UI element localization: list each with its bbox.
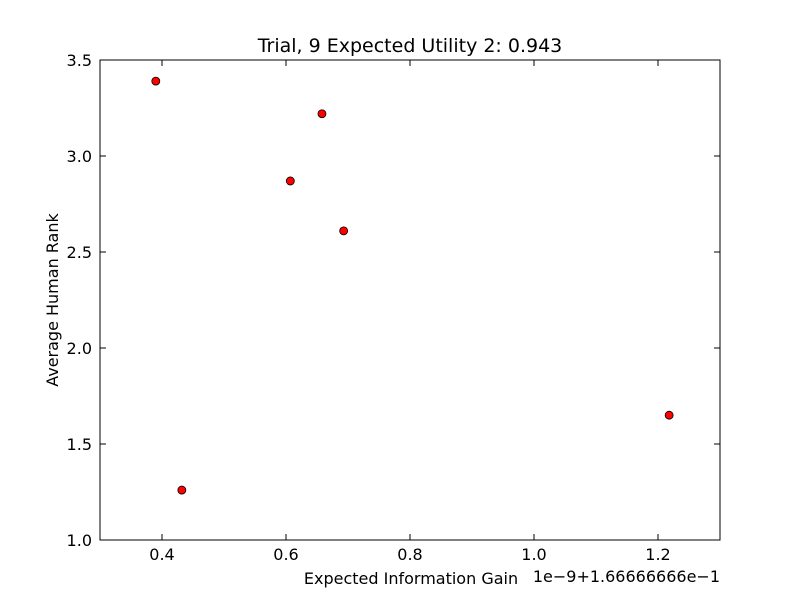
data-point: [285, 176, 295, 186]
data-point: [151, 76, 161, 86]
y-tick-label: 3.5: [67, 51, 92, 70]
x-tick-label: 0.8: [397, 545, 422, 564]
x-tick-label: 1.0: [521, 545, 546, 564]
chart-title: Trial, 9 Expected Utility 2: 0.943: [257, 35, 563, 57]
x-tick-label: 0.4: [149, 545, 174, 564]
y-tick-label: 1.0: [67, 531, 92, 550]
x-tick-label: 1.2: [645, 545, 670, 564]
y-tick-label: 2.0: [67, 339, 92, 358]
data-points: [151, 76, 674, 495]
y-axis-ticks: 1.0 1.5 2.0 2.5 3.0 3.5: [67, 51, 720, 550]
data-point: [664, 410, 674, 420]
y-axis-label: Average Human Rank: [43, 212, 62, 386]
y-tick-label: 2.5: [67, 243, 92, 262]
x-axis-ticks: 0.4 0.6 0.8 1.0 1.2: [149, 60, 671, 564]
y-tick-label: 3.0: [67, 147, 92, 166]
y-tick-label: 1.5: [67, 435, 92, 454]
x-axis-offset-label: 1e−9+1.66666666e−1: [533, 567, 720, 586]
x-axis-label: Expected Information Gain: [304, 569, 518, 588]
data-point: [339, 226, 349, 236]
data-point: [317, 109, 327, 119]
x-tick-label: 0.6: [273, 545, 298, 564]
data-point: [177, 485, 187, 495]
